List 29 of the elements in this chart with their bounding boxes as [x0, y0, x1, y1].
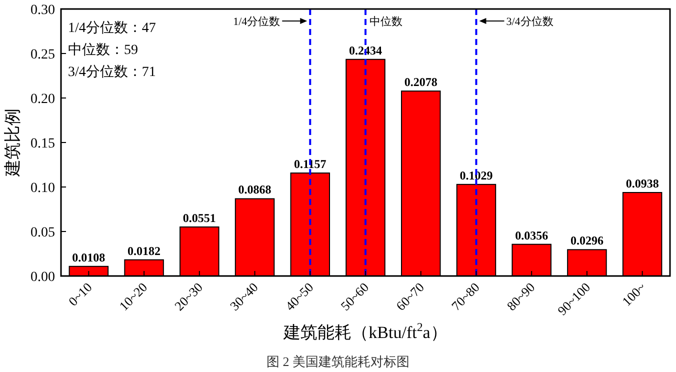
data-label: 0.0108 — [72, 250, 106, 264]
data-label: 0.2078 — [404, 75, 438, 90]
ref-line-label: 1/4分位数 — [233, 16, 280, 28]
x-tick-label: 100~ — [619, 280, 648, 309]
ref-line-label: 3/4分位数 — [506, 16, 554, 28]
data-label: 0.0868 — [238, 182, 272, 197]
data-label: 0.0356 — [515, 228, 548, 242]
y-tick-label: 0.15 — [30, 136, 55, 152]
annotation: 3/4分位数：71 — [68, 64, 156, 80]
y-tick-label: 0.05 — [30, 226, 55, 240]
y-tick-label: 0.00 — [30, 270, 55, 285]
annotation: 中位数：59 — [68, 42, 138, 58]
x-axis-title: 建筑能耗（kBtu/ft$^{2}$a） — [282, 320, 448, 342]
data-label: 0.0182 — [128, 244, 161, 258]
data-label: 0.0296 — [570, 234, 604, 248]
data-label: 0.2434 — [349, 43, 382, 58]
data-label: 0.1029 — [460, 168, 493, 182]
caption: 图 2 美国建筑能耗对标图 — [266, 354, 410, 369]
x-tick-label: 0~10 — [65, 280, 95, 309]
y-tick-label: 0.10 — [30, 181, 55, 196]
y-tick-label: 0.20 — [30, 92, 55, 107]
y-axis-title: 建筑比例 — [3, 108, 22, 178]
data-label: 0.0938 — [626, 176, 659, 191]
annotation: 1/4分位数：47 — [68, 20, 156, 36]
y-tick-label: 0.25 — [30, 48, 55, 62]
ref-line-label: 中位数 — [370, 15, 402, 28]
data-label: 0.0551 — [182, 210, 216, 225]
data-label: 0.1157 — [294, 157, 326, 172]
y-tick-label: 0.30 — [30, 3, 55, 18]
